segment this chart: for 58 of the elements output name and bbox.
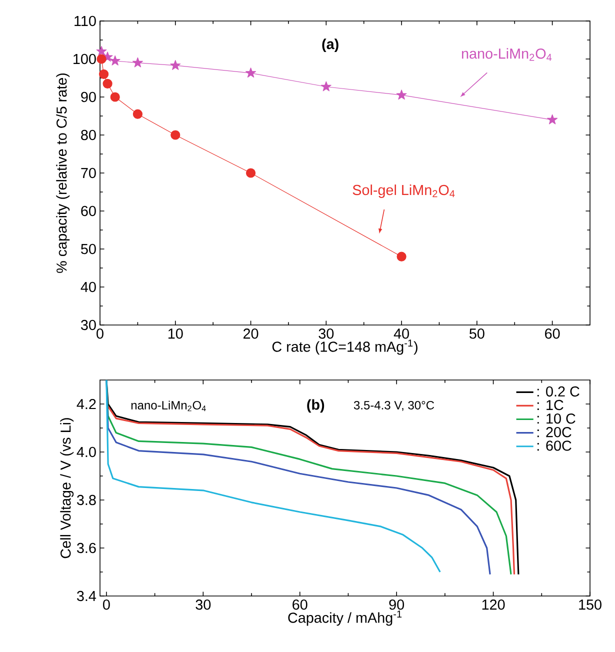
x-tick-label: 40 (394, 328, 409, 339)
point (110, 92, 120, 102)
x-tick-label: 60 (545, 328, 560, 339)
legend-label: : 10 C (537, 413, 576, 424)
y-axis-title: % capacity (relative to C/5 rate) (56, 73, 70, 273)
y-axis-title: Cell Voltage / V (vs Li) (60, 418, 74, 558)
x-tick-label: 20 (243, 328, 258, 339)
point (320, 81, 332, 92)
point (132, 57, 143, 68)
point (547, 114, 558, 124)
y-tick-label: 3.6 (77, 542, 96, 554)
y-tick-label: 110 (74, 16, 96, 26)
annotation: (a) (322, 38, 338, 52)
y-tick-label: 100 (74, 54, 96, 64)
y-tick-label: 30 (81, 320, 96, 330)
x-tick-label: 30 (196, 600, 211, 610)
annotation: (b) (307, 399, 324, 413)
point (98, 69, 109, 80)
x-tick-label: 50 (470, 328, 484, 339)
point (246, 68, 256, 78)
x-tick-label: 120 (482, 600, 505, 610)
y-tick-label: 90 (81, 92, 96, 102)
point (96, 46, 107, 56)
point (132, 109, 142, 119)
legend-label: : 1C (537, 400, 564, 410)
annotation: nano-LiMn$_{2}$O$_{4}$ (131, 400, 206, 412)
x-tick-label: 90 (389, 600, 404, 610)
point (170, 130, 180, 140)
text: nano-LiMn$_{2}$O$_{4}$ (462, 48, 552, 61)
x-axis-title: C rate (1C=148 mAg$^{-1}$) (272, 340, 418, 355)
y-tick-label: 3.4 (77, 590, 96, 602)
x-tick-label: 150 (579, 600, 602, 610)
y-tick-label: 40 (80, 282, 96, 292)
legend-label: : 60C (537, 440, 572, 451)
x-axis-title: Capacity / mAhg$^{-1}$ (288, 610, 402, 626)
x-tick-label: 0 (103, 600, 110, 610)
annotation: 3.5-4.3 V, 30°C (354, 400, 434, 411)
point (246, 168, 256, 178)
legend-label: : 20C (537, 427, 572, 438)
y-tick-label: 3.8 (77, 494, 96, 506)
x-tick-label: 30 (318, 328, 334, 339)
legend-label: : 0.2 C (537, 386, 580, 397)
y-tick-label: 4.2 (76, 398, 96, 410)
y-tick-label: 4.0 (76, 446, 96, 458)
point (96, 54, 106, 64)
point (102, 78, 112, 89)
point (170, 60, 181, 70)
point (396, 90, 407, 100)
x-tick-label: 10 (168, 328, 183, 339)
y-tick-label: 60 (81, 206, 96, 216)
y-tick-label: 50 (81, 244, 96, 254)
y-tick-label: 80 (81, 130, 96, 140)
series-label: Sol-gel LiMn$_{2}$O$_{4}$ (352, 184, 455, 198)
x-tick-label: 60 (292, 600, 308, 610)
y-tick-label: 70 (81, 168, 96, 178)
x-tick-label: 0 (96, 328, 104, 339)
point (396, 252, 406, 262)
point (110, 55, 120, 66)
